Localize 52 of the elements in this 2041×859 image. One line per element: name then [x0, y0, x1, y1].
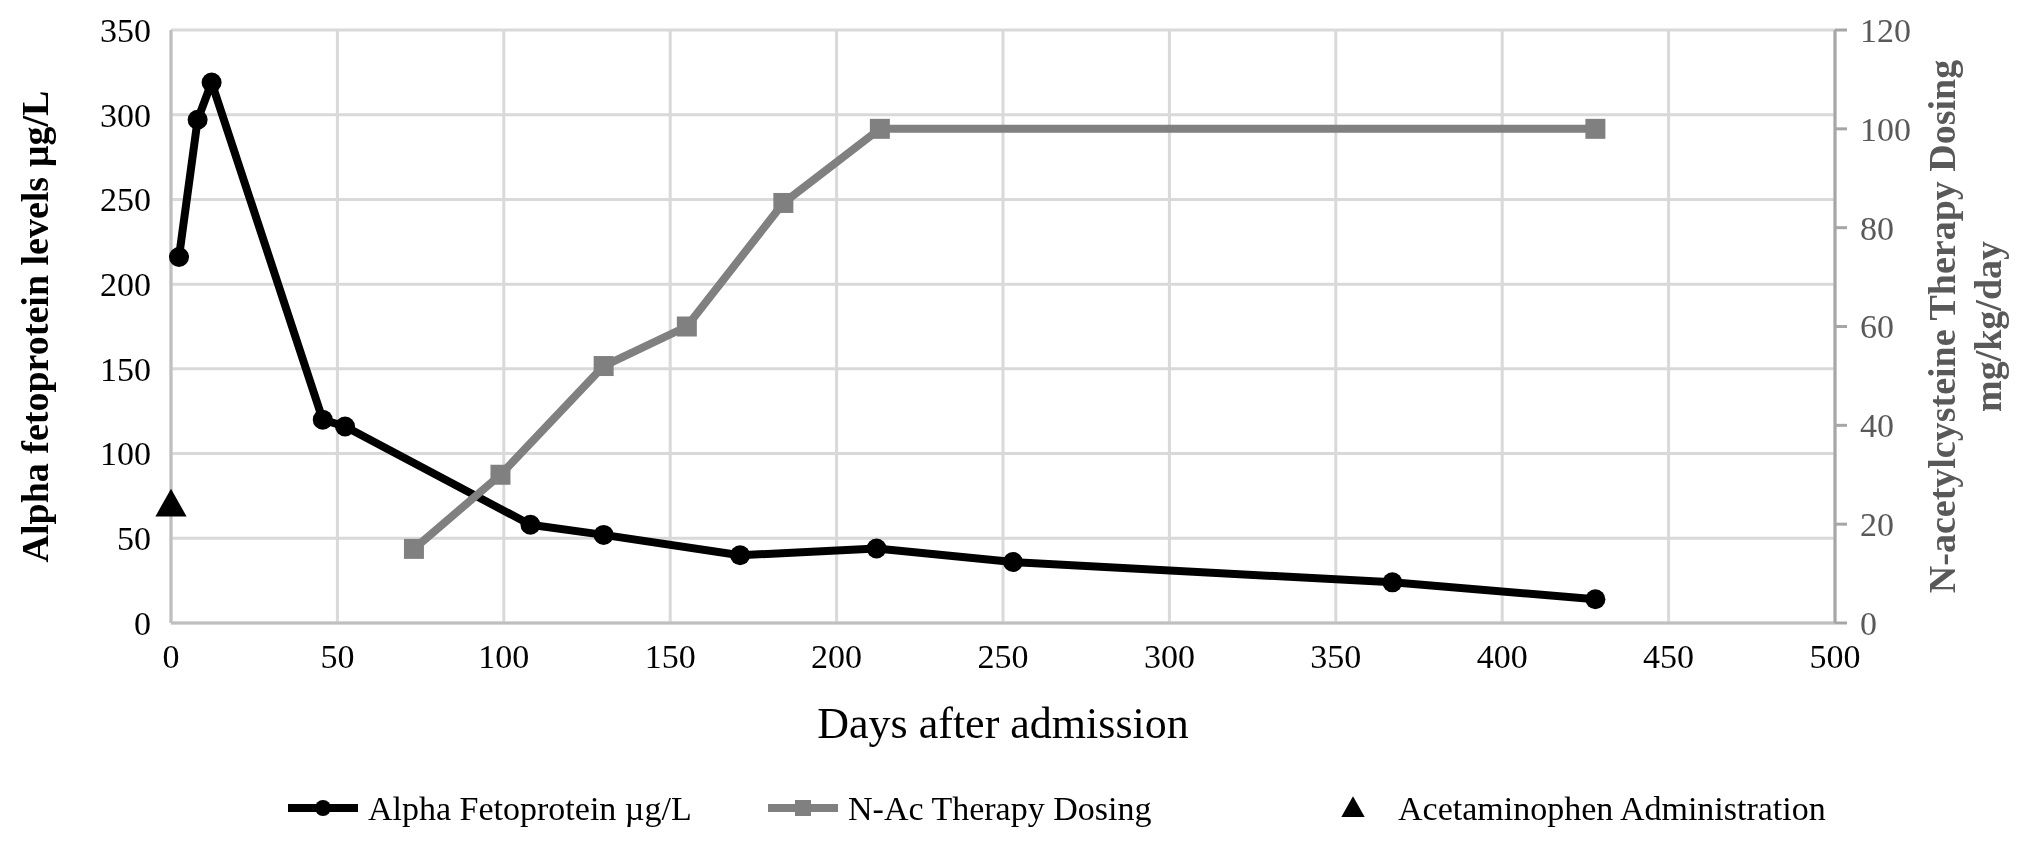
point: [866, 538, 887, 559]
point: [403, 538, 424, 559]
legend-label: Acetaminophen Administration: [1398, 789, 1826, 827]
point: [187, 109, 208, 130]
y2-tick-label: 20: [1860, 506, 1894, 544]
x-tick-label: 400: [1476, 638, 1528, 675]
point: [593, 356, 614, 377]
y2-tick-label: 0: [1860, 604, 1877, 642]
point: [168, 247, 189, 268]
y2-tick-label: 80: [1860, 209, 1894, 247]
y-tick-label: 250: [100, 181, 151, 219]
point: [335, 416, 356, 437]
point: [1002, 552, 1023, 573]
y-tick-label: 350: [100, 11, 151, 49]
y-tick-label: 0: [134, 604, 151, 642]
x-tick-label: 200: [811, 638, 863, 675]
point: [1585, 118, 1606, 139]
y2-tick-label: 120: [1860, 11, 1911, 49]
x-tick-label: 300: [1143, 638, 1195, 675]
point: [520, 514, 541, 535]
y-tick-label: 150: [100, 350, 151, 388]
point: [312, 409, 333, 430]
y2-axis-title: N-acetylcysteine Therapy Dosing mg/kg/day: [1921, 59, 2009, 594]
x-tick-label: 250: [977, 638, 1029, 675]
x-tick-label: 50: [320, 638, 355, 675]
point: [773, 192, 794, 213]
y-tick-label: 100: [100, 435, 151, 473]
legend-label: Alpha Fetoprotein µg/L: [368, 789, 692, 827]
x-tick-label: 100: [478, 638, 530, 675]
point: [201, 72, 222, 93]
point: [676, 316, 697, 337]
point: [1585, 589, 1606, 610]
point: [490, 464, 511, 485]
x-tick-label: 150: [644, 638, 696, 675]
point: [730, 545, 751, 566]
point: [155, 488, 187, 517]
y2-tick-label: 100: [1860, 110, 1911, 148]
point: [1382, 572, 1403, 593]
x-tick-label: 450: [1643, 638, 1695, 675]
x-axis-title: Days after admission: [817, 699, 1189, 748]
x-tick-label: 500: [1809, 638, 1861, 675]
x-tick-label: 0: [162, 638, 180, 675]
x-tick-label: 350: [1310, 638, 1362, 675]
legend-label: N-Ac Therapy Dosing: [848, 789, 1152, 827]
y-tick-label: 200: [100, 266, 151, 304]
point: [869, 118, 890, 139]
point: [593, 524, 614, 545]
y-tick-label: 50: [117, 520, 151, 558]
y-tick-label: 300: [100, 96, 151, 134]
y2-tick-label: 40: [1860, 407, 1894, 445]
y2-tick-label: 60: [1860, 308, 1894, 346]
y-axis-title: Alpha fetoprotein levels µg/L: [14, 90, 56, 563]
